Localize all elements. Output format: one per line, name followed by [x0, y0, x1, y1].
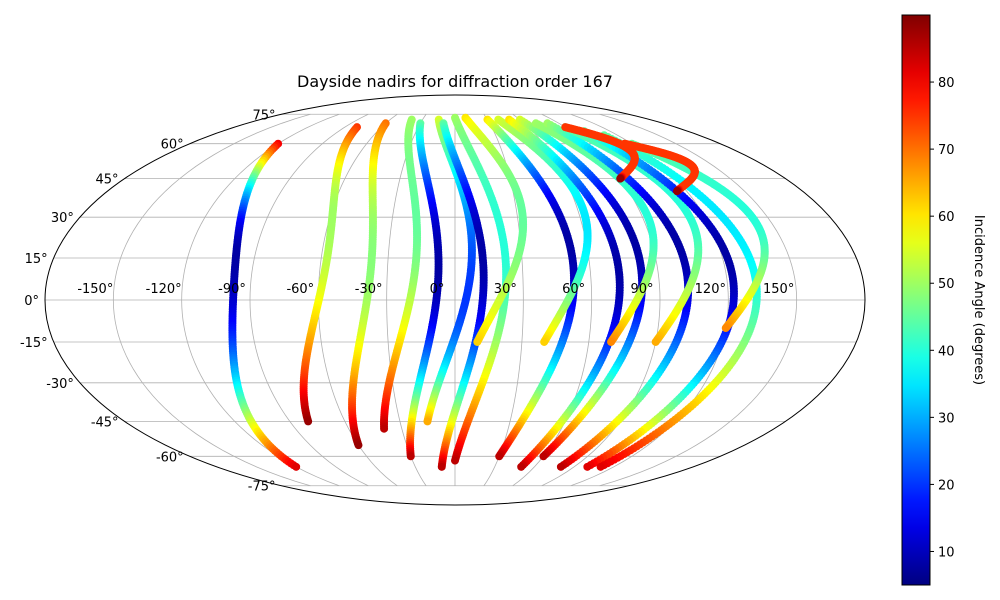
track-3-point	[380, 424, 389, 433]
lon-tick-label-10: 150°	[763, 282, 794, 297]
colorbar-tick-label-4: 50	[938, 277, 955, 292]
map-boundary	[44, 94, 866, 506]
graticule	[45, 113, 865, 487]
colorbar-tick-label-6: 70	[938, 143, 955, 158]
track-15-point	[651, 337, 660, 346]
lon-tick-label-8: 90°	[630, 282, 653, 297]
colorbar: 10 20 30 40 50 60 70 80 Incidence Angle (degrees…	[901, 14, 986, 586]
lat-tick-label-8: -45°	[91, 415, 119, 430]
track-18-point	[721, 324, 730, 333]
colorbar-label: Incidence Angle (degrees)	[971, 215, 986, 385]
lat-tick-label-3: 30°	[51, 211, 74, 226]
lat-tick-label-7: -30°	[46, 377, 74, 392]
track-2-point	[354, 441, 363, 450]
lat-tick-label-6: -15°	[20, 336, 48, 351]
colorbar-gradient	[901, 14, 931, 586]
grid-meridian-4	[386, 114, 427, 486]
lon-tick-label-2: -90°	[218, 282, 246, 297]
lon-tick-label-7: 60°	[562, 282, 585, 297]
lat-tick-label-9: -60°	[156, 450, 184, 465]
track-19-point	[616, 174, 625, 183]
lon-tick-label-4: -30°	[355, 282, 383, 297]
colorbar-tick-label-7: 80	[938, 76, 955, 91]
track-16-point	[583, 462, 592, 471]
track-12-point	[539, 452, 548, 461]
chart-title: Dayside nadirs for diffraction order 167	[297, 72, 613, 91]
lat-tick-label-10: -75°	[248, 480, 276, 495]
lon-tick-label-1: -120°	[146, 282, 182, 297]
track-10-point	[540, 337, 549, 346]
track-6-point	[437, 462, 446, 471]
lat-tick-label-4: 15°	[25, 252, 48, 267]
colorbar-tick-label-0: 10	[938, 545, 955, 560]
grid-meridian-0	[112, 113, 311, 487]
track-17-point	[596, 462, 605, 471]
track-4-point	[406, 452, 415, 461]
track-1-point	[304, 417, 313, 426]
track-0-point	[292, 462, 301, 471]
track-7-point	[451, 456, 459, 465]
data-points	[228, 113, 769, 471]
lon-tick-label-9: 120°	[695, 282, 726, 297]
grid-meridian-1	[181, 113, 340, 487]
lon-tick-label-3: -60°	[286, 282, 314, 297]
lon-tick-label-6: 30°	[494, 282, 517, 297]
grid-meridian-2	[249, 113, 369, 487]
track-5-point	[423, 417, 432, 426]
track-13-point	[607, 337, 616, 346]
colorbar-tick-label-2: 30	[938, 411, 955, 426]
lon-tick-label-0: -150°	[77, 282, 113, 297]
track-8-point	[473, 337, 482, 346]
grid-meridian-10	[599, 113, 798, 487]
lon-tick-label-5: 0°	[430, 282, 445, 297]
axis-ticks: -150° -120° -90° -60° -30° 0° 30° 60° 90° 120° 150…	[20, 108, 794, 494]
track-20-point	[672, 187, 681, 196]
colorbar-tick-label-3: 40	[938, 344, 955, 359]
track-14-point	[556, 462, 565, 471]
colorbar-tick-label-5: 60	[938, 210, 955, 225]
track-9-point	[495, 452, 504, 461]
colorbar-tick-label-1: 20	[938, 478, 955, 493]
lat-tick-label-0: 75°	[252, 108, 275, 123]
lat-tick-label-2: 45°	[96, 173, 119, 188]
lat-tick-label-1: 60°	[161, 138, 184, 153]
lat-tick-label-5: 0°	[24, 294, 39, 309]
track-11-point	[517, 462, 526, 471]
